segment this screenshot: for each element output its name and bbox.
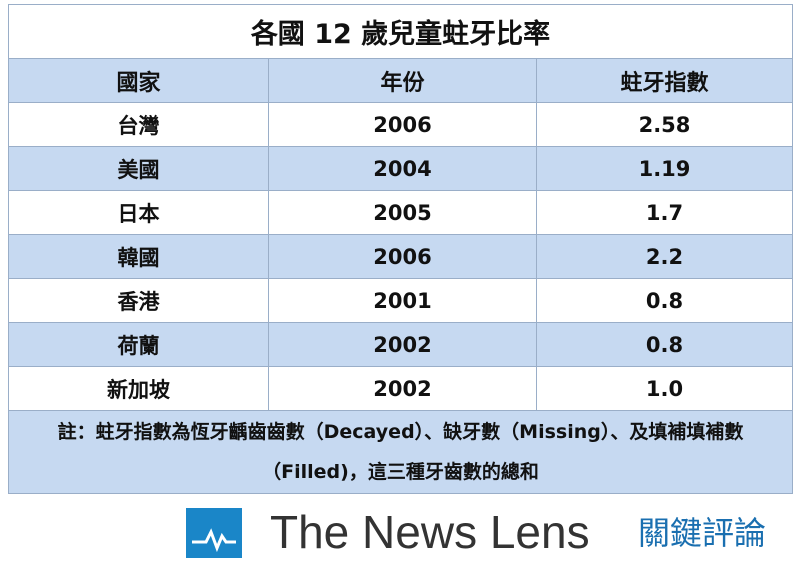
table-row: 美國 2004 1.19	[8, 146, 793, 191]
table-cell: 2002	[268, 322, 537, 367]
table-row: 日本 2005 1.7	[8, 190, 793, 235]
table-cell: 美國	[8, 146, 269, 191]
table-cell: 1.0	[536, 366, 793, 411]
table-row: 韓國 2006 2.2	[8, 234, 793, 279]
table: 各國 12 歲兒童蛀牙比率 國家 年份 蛀牙指數 台灣 2006 2.58 美國 2004 1.…	[8, 4, 793, 494]
table-cell: 2004	[268, 146, 537, 191]
table-cell: 韓國	[8, 234, 269, 279]
column-header: 年份	[268, 58, 537, 103]
table-row: 香港 2001 0.8	[8, 278, 793, 323]
table-cell: 新加坡	[8, 366, 269, 411]
table-cell: 2.58	[536, 102, 793, 147]
column-header: 蛀牙指數	[536, 58, 793, 103]
table-cell: 香港	[8, 278, 269, 323]
table-cell: 0.8	[536, 278, 793, 323]
table-cell: 2005	[268, 190, 537, 235]
table-cell: 日本	[8, 190, 269, 235]
table-cell: 1.19	[536, 146, 793, 191]
table-cell: 2006	[268, 102, 537, 147]
note: 註：蛀牙指數為恆牙齲齒齒數（Decayed）、缺牙數（Missing）、及填補填…	[8, 410, 793, 494]
table-cell: 0.8	[536, 322, 793, 367]
note-row: 註：蛀牙指數為恆牙齲齒齒數（Decayed）、缺牙數（Missing）、及填補填…	[8, 410, 793, 494]
logo-chinese: 關鍵評論	[638, 514, 767, 552]
table-row: 新加坡 2002 1.0	[8, 366, 793, 411]
table-row: 荷蘭 2002 0.8	[8, 322, 793, 367]
table-body: 各國 12 歲兒童蛀牙比率 國家 年份 蛀牙指數 台灣 2006 2.58 美國 2004 1.…	[8, 4, 793, 494]
table-cell: 2002	[268, 366, 537, 411]
table-cell: 荷蘭	[8, 322, 269, 367]
table-title: 各國 12 歲兒童蛀牙比率	[8, 4, 793, 59]
table-cell: 2.2	[536, 234, 793, 279]
table-cell: 台灣	[8, 102, 269, 147]
table-cell: 2001	[268, 278, 537, 323]
header-row: 國家 年份 蛀牙指數	[8, 58, 793, 103]
logo-name: The News Lens	[270, 506, 590, 558]
table-container: 各國 12 歲兒童蛀牙比率 國家 年份 蛀牙指數 台灣 2006 2.58 美國 2004 1.…	[8, 4, 793, 494]
title-row: 各國 12 歲兒童蛀牙比率	[8, 4, 793, 59]
column-header: 國家	[8, 58, 269, 103]
logo-icon	[186, 508, 242, 558]
table-cell: 2006	[268, 234, 537, 279]
logo: The News Lens 關鍵評論	[186, 506, 796, 558]
table-row: 台灣 2006 2.58	[8, 102, 793, 147]
table-cell: 1.7	[536, 190, 793, 235]
